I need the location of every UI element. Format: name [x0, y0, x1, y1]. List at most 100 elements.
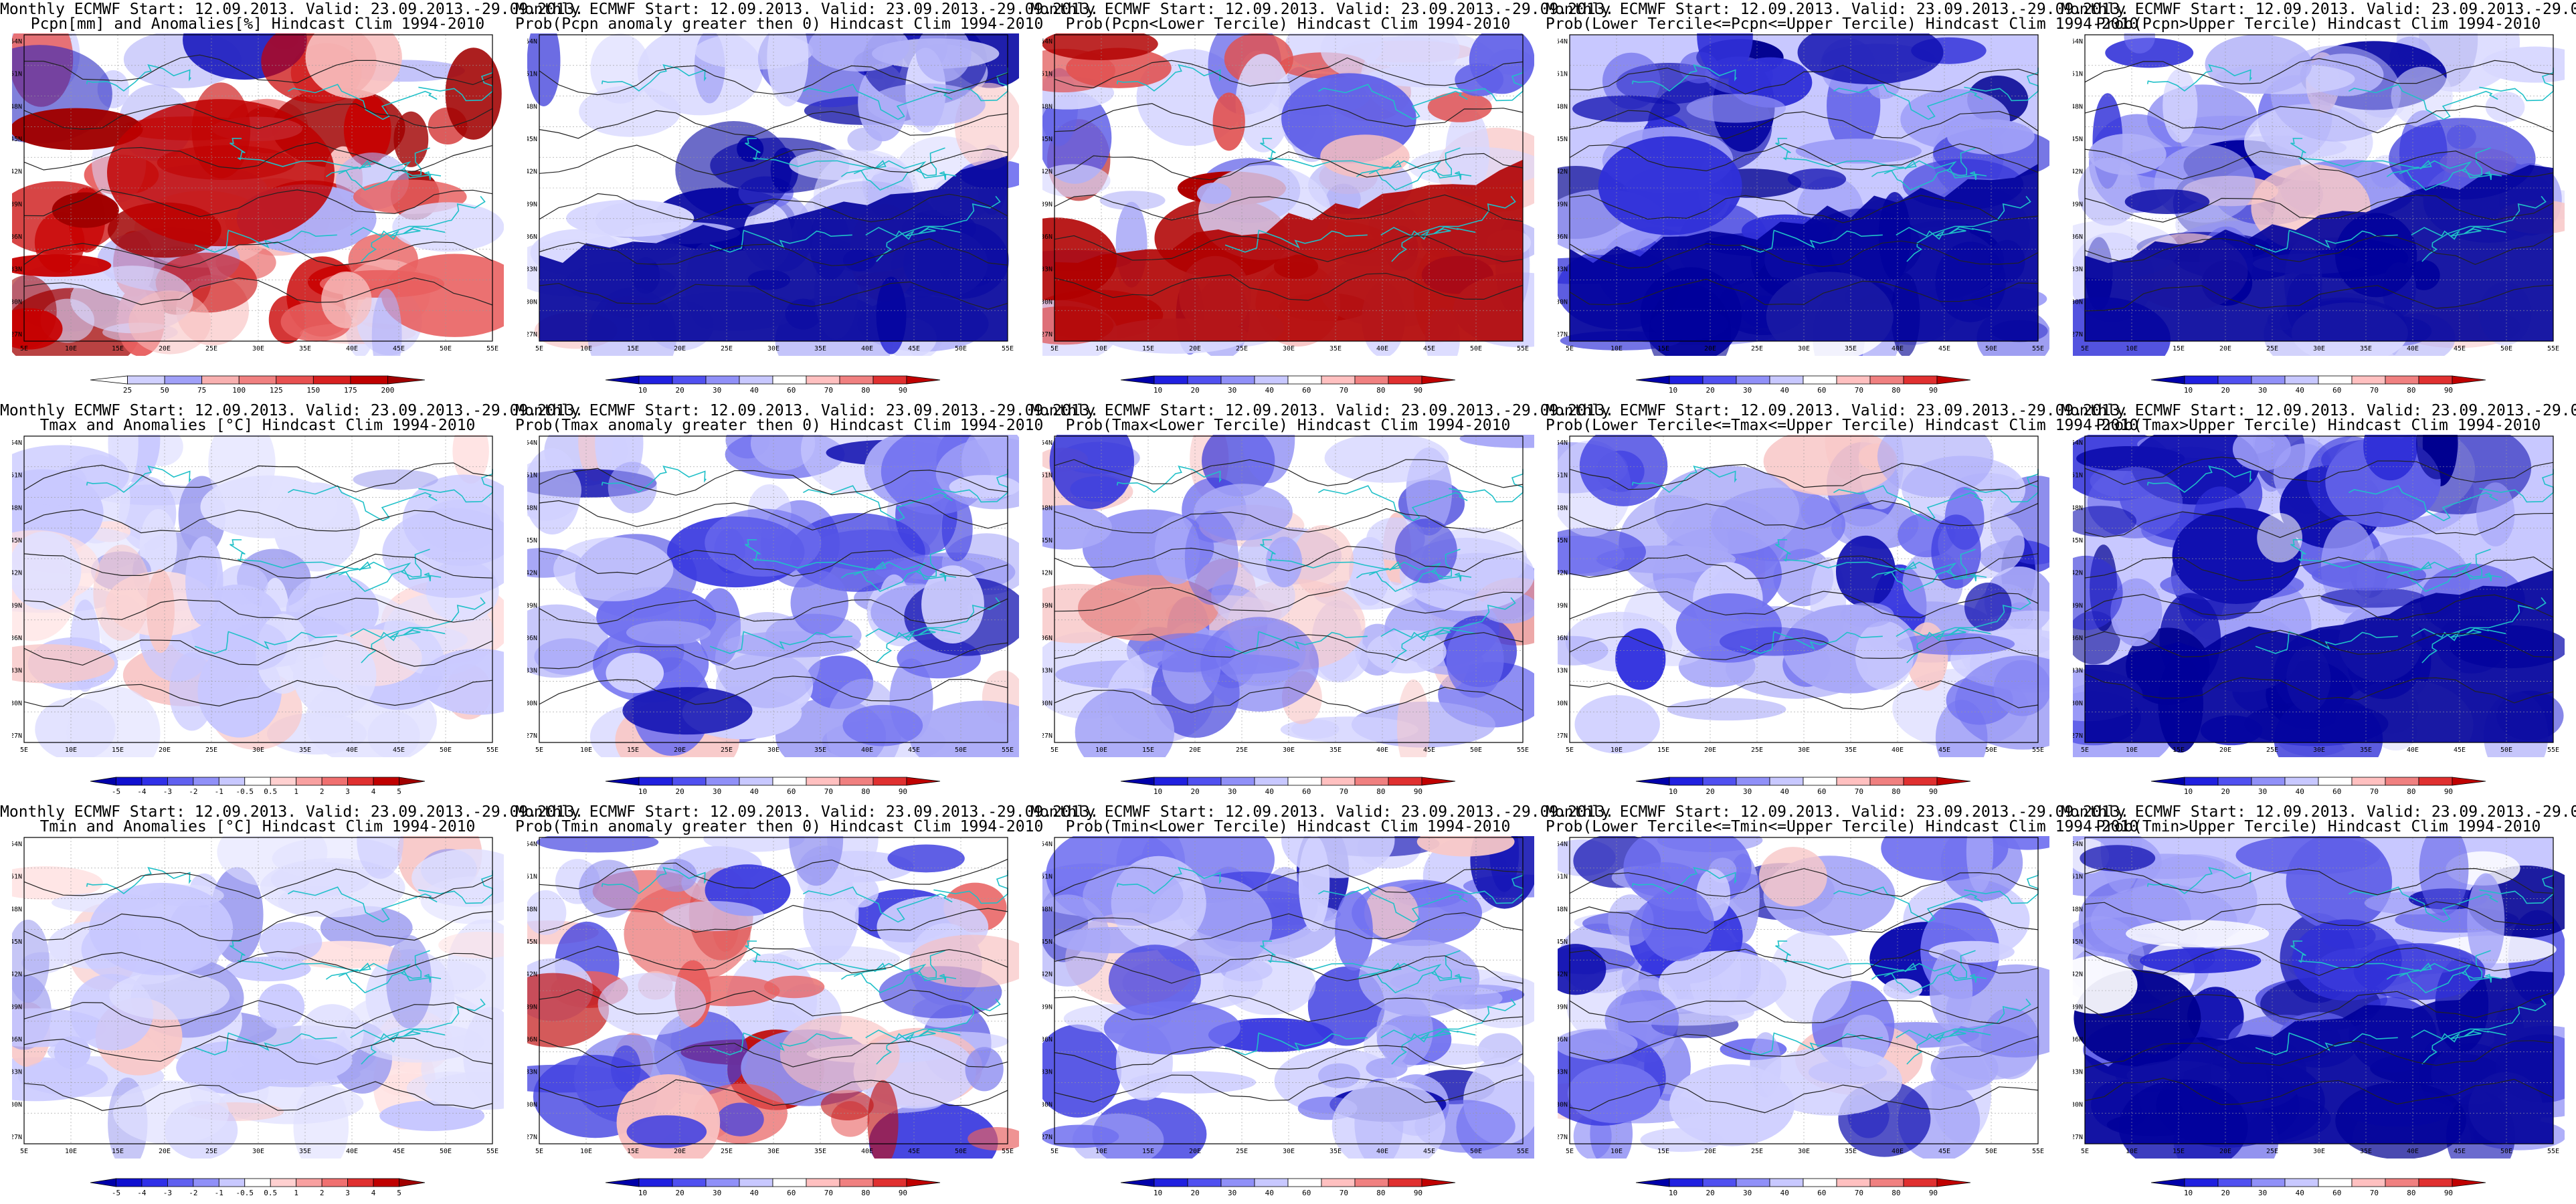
- panel-title-line1: Monthly ECMWF Start: 12.09.2013. Valid: …: [515, 803, 1099, 821]
- map-area[interactable]: 54N 51N 48N 45N 42N 39N 36N 33N 30N 27N 5E 10E 15E 20…: [527, 33, 1019, 356]
- latitude-label: 54N: [1558, 841, 1568, 848]
- latitude-label: 39N: [1042, 1003, 1052, 1011]
- map-area[interactable]: 54N 51N 48N 45N 42N 39N 36N 33N 30N 27N 5E 10E 15E 20…: [12, 435, 504, 757]
- latitude-label: 45N: [1558, 537, 1568, 544]
- longitude-label: 10E: [65, 1148, 77, 1155]
- map-area[interactable]: 54N 51N 48N 45N 42N 39N 36N 33N 30N 27N 5E 10E 15E 20…: [1558, 33, 2049, 356]
- longitude-label: 10E: [580, 746, 592, 754]
- contour-lines: [1054, 57, 1524, 301]
- map-area[interactable]: 54N 51N 48N 45N 42N 39N 36N 33N 30N 27N 5E 10E 15E 20…: [2073, 33, 2565, 356]
- latitude-label: 39N: [1558, 602, 1568, 609]
- map-canvas: 54N 51N 48N 45N 42N 39N 36N 33N 30N 27N 5E 10E 15E 20…: [12, 435, 504, 757]
- longitude-label: 45E: [393, 746, 405, 754]
- longitude-label: 35E: [1845, 1148, 1857, 1155]
- map-frame: [2084, 34, 2554, 342]
- latitude-label: 30N: [12, 1101, 22, 1108]
- longitude-label: 35E: [1845, 345, 1857, 353]
- longitude-label: 55E: [1517, 345, 1529, 353]
- map-area[interactable]: 54N 51N 48N 45N 42N 39N 36N 33N 30N 27N 5E 10E 15E 20…: [527, 435, 1019, 757]
- longitude-label: 5E: [1050, 345, 1059, 353]
- shaded-area: [12, 445, 129, 506]
- colorbar-end-right: [1936, 777, 1971, 786]
- map-panel: Monthly ECMWF Start: 12.09.2013. Valid: …: [0, 803, 583, 1204]
- map-area[interactable]: 54N 51N 48N 45N 42N 39N 36N 33N 30N 27N 5E 10E 15E 20…: [1558, 836, 2049, 1159]
- latitude-label: 45N: [2073, 938, 2083, 946]
- shaded-area: [909, 700, 1019, 757]
- longitude-label: 40E: [1376, 345, 1388, 353]
- shaded-area: [1324, 435, 1449, 483]
- colorbar-end-right: [1421, 1178, 1456, 1187]
- longitude-label: 45E: [2454, 746, 2466, 754]
- shaded-area: [1579, 435, 1668, 506]
- longitude-label: 35E: [814, 1148, 826, 1155]
- colorbar-label: 60: [1817, 787, 1826, 796]
- map-area[interactable]: 54N 51N 48N 45N 42N 39N 36N 33N 30N 27N 5E 10E 15E 20…: [1042, 435, 1534, 757]
- shaded-area: [200, 475, 338, 538]
- map-area[interactable]: 54N 51N 48N 45N 42N 39N 36N 33N 30N 27N 5E 10E 15E 20…: [2073, 435, 2565, 757]
- colorbar-swatch: [2351, 1178, 2386, 1187]
- map-area[interactable]: 54N 51N 48N 45N 42N 39N 36N 33N 30N 27N 5E 10E 15E 20…: [527, 836, 1019, 1159]
- longitude-label: 20E: [1189, 1148, 1201, 1155]
- shaded-area: [2163, 68, 2198, 143]
- latitude-label: 42N: [2073, 169, 2083, 176]
- map-area[interactable]: 54N 51N 48N 45N 42N 39N 36N 33N 30N 27N 5E 10E 15E 20…: [1042, 33, 1534, 356]
- shaded-area: [866, 83, 986, 126]
- latitude-label: 39N: [12, 602, 22, 609]
- contour-path: [2084, 235, 2554, 266]
- longitude-label: 40E: [346, 345, 358, 353]
- contour-path: [1569, 142, 2039, 173]
- colorbar-label: 70: [2370, 1189, 2379, 1197]
- shaded-area: [109, 971, 230, 1020]
- latitude-label: 51N: [1042, 874, 1052, 881]
- longitude-label: 50E: [1985, 345, 1997, 353]
- contour-path: [23, 553, 493, 579]
- shaded-area: [2126, 920, 2270, 948]
- map-area[interactable]: 54N 51N 48N 45N 42N 39N 36N 33N 30N 27N 5E 10E 15E 20…: [12, 33, 504, 356]
- latitude-label: 27N: [2073, 331, 2083, 338]
- coastline-path: [2290, 940, 2419, 971]
- colorbar-label: 70: [824, 1189, 833, 1197]
- map-area[interactable]: 54N 51N 48N 45N 42N 39N 36N 33N 30N 27N 5E 10E 15E 20…: [1042, 836, 1534, 1159]
- panel-title-line2: Prob(Pcpn<Lower Tercile) Hindcast Clim 1…: [1065, 15, 1511, 33]
- colorbar-label: 70: [1855, 787, 1863, 796]
- contour-lines: [1569, 64, 2039, 306]
- colorbar-label: 70: [1340, 1189, 1348, 1197]
- contour-path: [23, 639, 493, 667]
- shaded-area: [176, 1041, 286, 1094]
- colorbar-label: 70: [1855, 386, 1863, 395]
- coastline-path: [194, 631, 337, 654]
- latitude-label: 36N: [527, 233, 537, 241]
- shaded-field: [1042, 33, 1534, 356]
- shaded-area: [1416, 836, 1515, 857]
- map-area[interactable]: 54N 51N 48N 45N 42N 39N 36N 33N 30N 27N 5E 10E 15E 20…: [1558, 435, 2049, 757]
- latitude-label: 39N: [1558, 1003, 1568, 1011]
- contour-lines: [539, 859, 1008, 1108]
- colorbar-swatch: [638, 777, 673, 786]
- colorbar-swatch: [1869, 375, 1904, 385]
- panel-title-line1: Monthly ECMWF Start: 12.09.2013. Valid: …: [2061, 803, 2576, 821]
- latitude-label: 36N: [12, 1036, 22, 1043]
- coastline-path: [1391, 998, 1516, 1065]
- colorbar-swatch: [1869, 777, 1904, 786]
- longitude-label: 25E: [205, 345, 217, 353]
- colorbar-swatch: [705, 1178, 740, 1187]
- latitude-label: 54N: [1042, 439, 1052, 447]
- longitude-label: 5E: [2081, 345, 2089, 353]
- shaded-area: [1761, 1046, 1902, 1116]
- shaded-area: [217, 565, 268, 605]
- latitude-label: 36N: [1558, 233, 1568, 241]
- map-area[interactable]: 54N 51N 48N 45N 42N 39N 36N 33N 30N 27N 5E 10E 15E 20…: [2073, 836, 2565, 1159]
- map-graticule: [2085, 436, 2553, 742]
- colorbar-swatch: [2418, 375, 2453, 385]
- latitude-label: 30N: [1558, 1101, 1568, 1108]
- contour-lines: [23, 54, 493, 306]
- map-area[interactable]: 54N 51N 48N 45N 42N 39N 36N 33N 30N 27N 5E 10E 15E 20…: [12, 836, 504, 1159]
- map-frame: [2084, 435, 2554, 743]
- coastline-path: [338, 147, 430, 177]
- latitude-label: 48N: [2073, 906, 2083, 913]
- shaded-area: [2187, 987, 2244, 1046]
- panel-title-line2: Prob(Tmin>Upper Tercile) Hindcast Clim 1…: [2096, 818, 2541, 835]
- latitude-label: 33N: [527, 1069, 537, 1076]
- contour-path: [1569, 906, 2039, 934]
- contour-path: [2084, 593, 2554, 621]
